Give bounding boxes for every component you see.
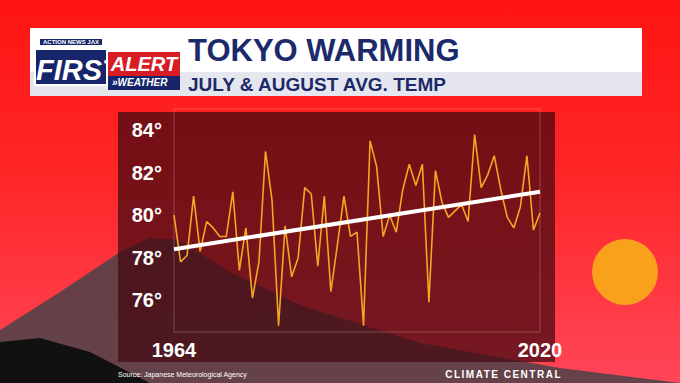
svg-text:78°: 78° <box>132 247 162 269</box>
svg-text:82°: 82° <box>132 162 162 184</box>
html-text:Source: Japanese Meteorologica: Source: Japanese Meteorological Agency <box>118 371 247 378</box>
svg-text:2020: 2020 <box>518 339 563 361</box>
html-text:ACTION NEWS JAX: ACTION NEWS JAX <box>43 39 99 45</box>
svg-text:84°: 84° <box>132 119 162 141</box>
html-text:FIRST: FIRST <box>36 54 120 86</box>
svg-text:1964: 1964 <box>152 339 197 361</box>
html-text:»WEATHER: »WEATHER <box>112 77 168 88</box>
html-text:ALERT: ALERT <box>110 53 178 75</box>
html-text:JULY & AUGUST AVG. TEMP: JULY & AUGUST AVG. TEMP <box>188 74 446 95</box>
html-text:CLIMATE CENTRAL: CLIMATE CENTRAL <box>445 369 562 380</box>
svg-text:76°: 76° <box>132 289 162 311</box>
svg-text:80°: 80° <box>132 204 162 226</box>
html-text:TOKYO WARMING: TOKYO WARMING <box>188 33 460 68</box>
